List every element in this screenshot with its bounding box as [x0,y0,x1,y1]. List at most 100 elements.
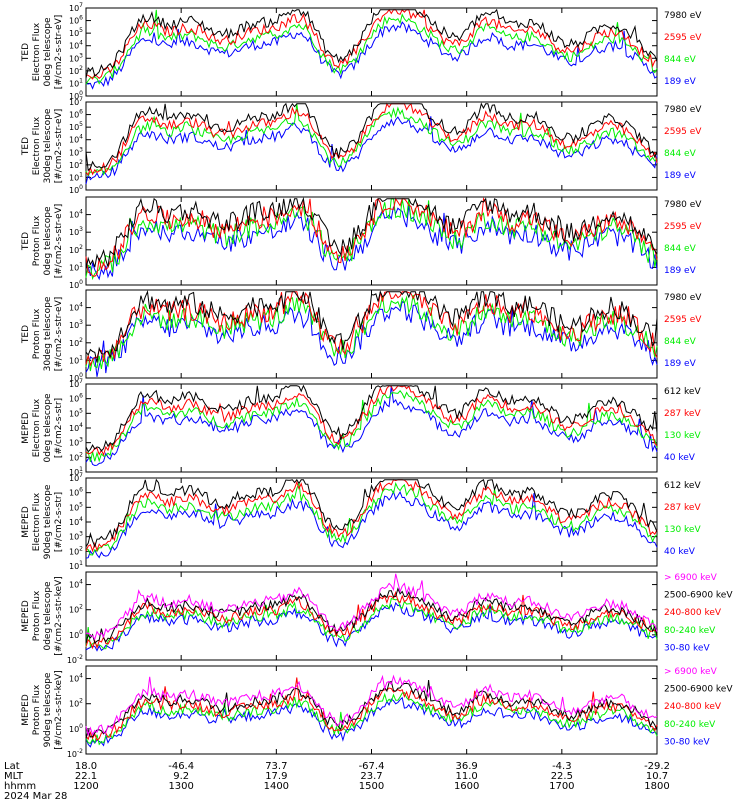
series-line-844-ev [85,294,658,372]
legend-entry: 40 keV [664,547,696,557]
y-tick-exponent: 7 [79,378,83,385]
series-line-2500-6900-kev [85,679,658,739]
y-tick-base: 10 [69,321,79,330]
y-tick-base: 10 [69,228,79,237]
y-tick-label: 106 [69,393,83,404]
y-tick-label: 10-2 [67,654,83,665]
y-tick-base: 10 [69,533,79,542]
y-tick-base: 10 [69,489,79,498]
y-tick-exponent: 3 [79,437,83,444]
series-line-2500-6900-kev [85,587,658,644]
y-axis-label-line: [#/cm2-s-str-eV] [54,204,64,279]
y-tick-exponent: 2 [79,159,83,166]
y-tick-base: 10 [69,380,79,389]
y-tick-label: 101 [69,560,83,571]
y-tick-base: 10 [69,281,79,290]
series-line-844-ev [85,103,658,177]
y-tick-exponent: 3 [79,52,83,59]
y-tick-base: 10 [69,468,79,477]
y-tick-label: 102 [69,451,83,462]
legend-entry: 240-800 keV [664,608,722,618]
y-axis-label-line: [#/cm2-s-str-eV] [54,297,64,372]
series-line-189-ev [85,205,658,281]
y-tick-label: 103 [69,319,83,330]
legend-entry: 189 eV [664,359,697,369]
y-axis-label-line: 90deg telescope [43,484,53,559]
footer-date: 2024 Mar 28 [4,791,67,800]
series-line--6900-kev [85,674,658,737]
y-tick-base: 10 [69,700,79,709]
x-tick-label-lat: -67.4 [359,761,385,772]
y-axis-label-line: Electron Flux [32,398,42,457]
y-tick-label: 102 [69,698,83,709]
series-line-40-kev [85,490,658,559]
y-axis-label-line: [#/cm2-s-str-eV] [54,15,64,90]
y-axis-label-line: 90deg telescope [43,672,53,747]
y-tick-base: 10 [69,424,79,433]
y-tick-exponent: 1 [79,466,83,473]
legend-entry: 40 keV [664,453,696,463]
y-tick-exponent: 1 [79,261,83,268]
series-line-30-80-kev [85,696,658,748]
y-tick-label: 104 [69,302,83,313]
x-tick-label-mlt: 22.5 [551,771,573,782]
y-tick-label: 103 [69,437,83,448]
legend-entry: 189 eV [664,77,697,87]
y-tick-exponent: 3 [79,226,83,233]
series-line-189-ev [85,116,658,185]
y-tick-label: 103 [69,52,83,63]
series-line-240-800-kev [85,677,658,741]
y-tick-base: 10 [69,503,79,512]
legend-entry: 287 keV [664,503,701,513]
y-tick-exponent: 4 [79,40,83,47]
x-tick-label-mlt: 23.7 [360,771,382,782]
y-tick-exponent: 4 [79,134,83,141]
y-tick-exponent: 7 [79,96,83,103]
y-tick-label: 101 [69,77,83,88]
y-tick-exponent: -2 [77,748,83,755]
y-tick-base: 10 [69,111,79,120]
y-tick-label: 106 [69,15,83,26]
y-axis-label-line: [#/cm2-s-str] [54,492,64,552]
y-tick-exponent: 0 [79,629,83,636]
legend-entry: 80-240 keV [664,720,716,730]
y-tick-label: 100 [69,629,83,640]
legend-entry: 2500-6900 keV [664,685,733,695]
y-tick-exponent: 3 [79,319,83,326]
y-tick-exponent: 6 [79,109,83,116]
legend-entry: 2595 eV [664,127,702,137]
y-tick-exponent: 7 [79,2,83,9]
y-axis-label-line: Proton Flux [32,215,42,266]
y-tick-exponent: 0 [79,279,83,286]
y-tick-exponent: 4 [79,422,83,429]
y-tick-base: 10 [69,148,79,157]
y-tick-base: 10 [69,263,79,272]
y-tick-base: 10 [69,374,79,383]
y-tick-label: 102 [69,244,83,255]
y-tick-exponent: 1 [79,77,83,84]
series-line-189-ev [85,21,658,90]
y-tick-exponent: 2 [79,604,83,611]
footer-row-label-lat: Lat [4,761,20,772]
y-tick-label: 106 [69,109,83,120]
y-axis-label-line: 0deg telescope [43,206,53,276]
y-tick-label: 100 [69,184,83,195]
y-axis-label-line: 30deg telescope [43,108,53,183]
y-tick-label: 10-2 [67,748,83,759]
y-tick-label: 104 [69,40,83,51]
y-tick-base: 10 [69,42,79,51]
y-tick-base: 10 [69,562,79,571]
y-tick-exponent: 5 [79,27,83,34]
x-tick-label-lat: 18.0 [75,761,97,772]
x-tick-label-hhmm: 1300 [168,781,193,792]
y-tick-base: 10 [69,4,79,13]
series-line-2595-ev [85,102,658,176]
y-tick-base: 10 [69,518,79,527]
y-tick-label: 106 [69,487,83,498]
legend-entry: 2595 eV [664,33,702,43]
y-tick-base: 10 [69,123,79,132]
y-tick-base: 10 [69,439,79,448]
footer-row-label-hhmm: hhmm [4,781,36,792]
